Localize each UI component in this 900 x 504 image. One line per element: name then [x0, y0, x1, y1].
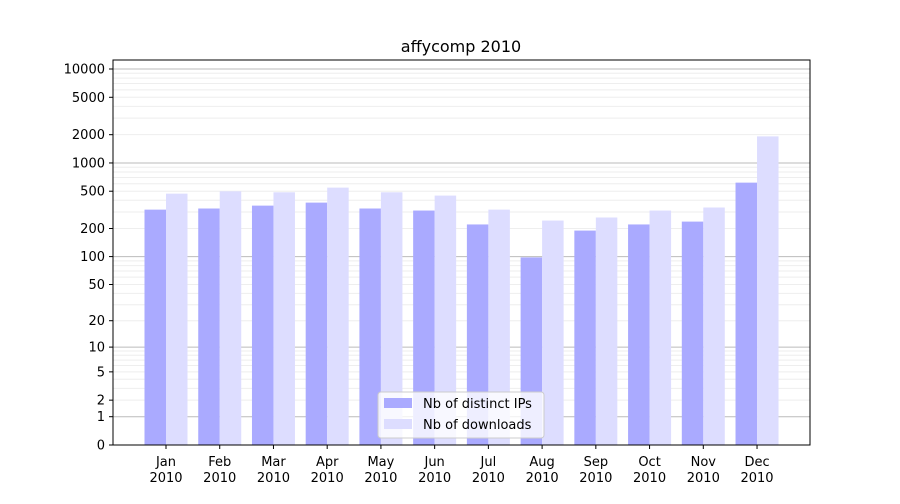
y-tick-label: 100 — [80, 250, 105, 265]
bar-downloads — [595, 217, 618, 445]
x-tick-label-month: Aug — [529, 455, 554, 470]
x-tick-label-year: 2010 — [579, 471, 612, 486]
x-tick-label-month: Sep — [584, 455, 609, 470]
bar-downloads — [327, 187, 349, 445]
x-tick-label-year: 2010 — [687, 471, 720, 486]
legend-label: Nb of distinct IPs — [423, 397, 532, 412]
x-tick-label-year: 2010 — [257, 471, 290, 486]
y-tick-label: 500 — [80, 185, 105, 200]
y-tick-label: 5 — [97, 365, 105, 380]
bar-ips — [574, 230, 596, 445]
bar-ips — [466, 224, 489, 445]
x-tick-label-year: 2010 — [633, 471, 666, 486]
bar-downloads — [166, 193, 188, 445]
y-tick-label: 1000 — [72, 156, 105, 171]
bar-ips — [251, 205, 274, 445]
x-tick-label-year: 2010 — [740, 471, 773, 486]
bar-downloads — [757, 136, 779, 445]
bars — [144, 136, 779, 445]
y-tick-label: 200 — [80, 222, 105, 237]
bar-ips — [144, 209, 166, 445]
x-tick-label-month: Nov — [691, 455, 717, 470]
bar-ips — [413, 210, 435, 445]
x-tick-label-month: Jul — [480, 455, 497, 470]
bar-downloads — [542, 220, 564, 445]
bar-ips — [305, 202, 328, 445]
y-tick-label: 50 — [88, 278, 105, 293]
bar-downloads — [434, 195, 457, 445]
x-tick-label-year: 2010 — [149, 471, 182, 486]
legend-swatch — [384, 419, 412, 429]
y-tick-label: 5000 — [72, 91, 105, 106]
legend-swatch — [384, 398, 412, 408]
bar-downloads — [488, 209, 510, 445]
x-tick-label-month: May — [367, 455, 394, 470]
y-tick-label: 0 — [97, 439, 105, 454]
bar-ips — [735, 182, 758, 445]
x-tick-label-year: 2010 — [311, 471, 344, 486]
x-tick-label-year: 2010 — [364, 471, 397, 486]
bar-ips — [628, 224, 650, 445]
x-axis: Jan2010Feb2010Mar2010Apr2010May2010Jun20… — [149, 445, 774, 486]
x-tick-label-year: 2010 — [472, 471, 505, 486]
y-axis: 0 12 5 10 20 50 100 200 500 1000 2000 5000 10000 — [64, 62, 113, 454]
y-tick-label: 2 — [97, 394, 105, 409]
x-tick-label-month: Oct — [638, 455, 660, 470]
x-tick-label-month: Jun — [423, 455, 444, 470]
y-tick-label: 2000 — [72, 128, 105, 143]
x-tick-label-month: Apr — [316, 455, 339, 470]
legend-box — [377, 391, 545, 439]
x-tick-label-month: Mar — [261, 455, 286, 470]
bar-downloads — [703, 207, 725, 445]
legend-label: Nb of downloads — [423, 418, 532, 433]
x-tick-label-month: Jan — [155, 455, 176, 470]
bar-ips — [359, 208, 381, 445]
y-tick-label: 10000 — [64, 62, 105, 77]
bar-ips — [681, 221, 704, 445]
x-tick-label-year: 2010 — [203, 471, 236, 486]
x-tick-label-year: 2010 — [418, 471, 451, 486]
y-tick-label: 10 — [88, 341, 105, 356]
chart-title: affycomp 2010 — [401, 37, 521, 56]
x-tick-label-month: Feb — [208, 455, 231, 470]
axes-frame — [112, 59, 811, 446]
bar-downloads — [380, 192, 403, 445]
x-tick-label-month: Dec — [744, 455, 769, 470]
bar-downloads — [273, 192, 295, 445]
legend: Nb of distinct IPs Nb of downloads — [377, 391, 545, 439]
y-tick-label: 1 — [97, 410, 105, 425]
y-tick-label: 20 — [88, 314, 105, 329]
bar-downloads — [649, 210, 672, 445]
bar-ips — [198, 208, 220, 445]
bar-downloads — [219, 191, 242, 445]
x-tick-label-year: 2010 — [526, 471, 559, 486]
